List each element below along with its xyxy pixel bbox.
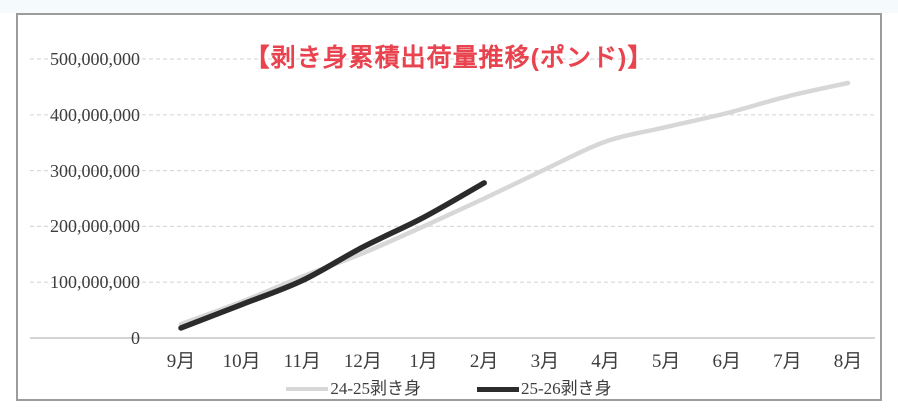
y-tick-label: 200,000,000 [50, 216, 140, 237]
y-tick-label: 300,000,000 [50, 160, 140, 181]
plot-area [30, 58, 875, 339]
page-top-strip [0, 0, 898, 13]
x-tick-label: 10月 [222, 351, 261, 372]
x-tick-label: 3月 [530, 351, 560, 372]
legend-label-24-25: 24-25剥き身 [330, 379, 421, 398]
x-tick-label: 1月 [409, 351, 438, 372]
legend-item-24-25: 24-25剥き身 [286, 379, 421, 399]
series-line-24-25剥き身 [178, 80, 851, 327]
x-tick-label: 9月 [166, 351, 196, 372]
x-tick-label: 11月 [283, 351, 321, 372]
x-tick-label: 2月 [469, 351, 499, 372]
x-tick-label: 8月 [833, 351, 863, 372]
x-tick-label: 12月 [343, 351, 382, 372]
x-tick-label: 5月 [651, 351, 681, 372]
legend-item-25-26: 25-26剥き身 [477, 379, 612, 399]
y-tick-label: 500,000,000 [50, 49, 140, 69]
legend-swatch-25-26 [477, 386, 519, 392]
y-tick-label: 100,000,000 [50, 272, 140, 293]
chart-frame: 【剥き身累積出荷量推移(ポンド)】 0 100,000,000 200,000,00… [16, 13, 882, 401]
x-tick-label: 7月 [773, 351, 802, 372]
x-tick-label: 4月 [591, 351, 620, 372]
legend-label-25-26: 25-26剥き身 [521, 379, 612, 398]
chart-title: 【剥き身累積出荷量推移(ポンド)】 [244, 44, 654, 72]
legend: 24-25剥き身 25-26剥き身 [18, 379, 880, 399]
x-tick-label: 6月 [712, 351, 741, 372]
y-tick-label: 0 [131, 328, 140, 348]
series-line-25-26剥き身 [178, 180, 487, 331]
y-tick-label: 400,000,000 [50, 104, 140, 125]
legend-swatch-24-25 [286, 387, 329, 391]
